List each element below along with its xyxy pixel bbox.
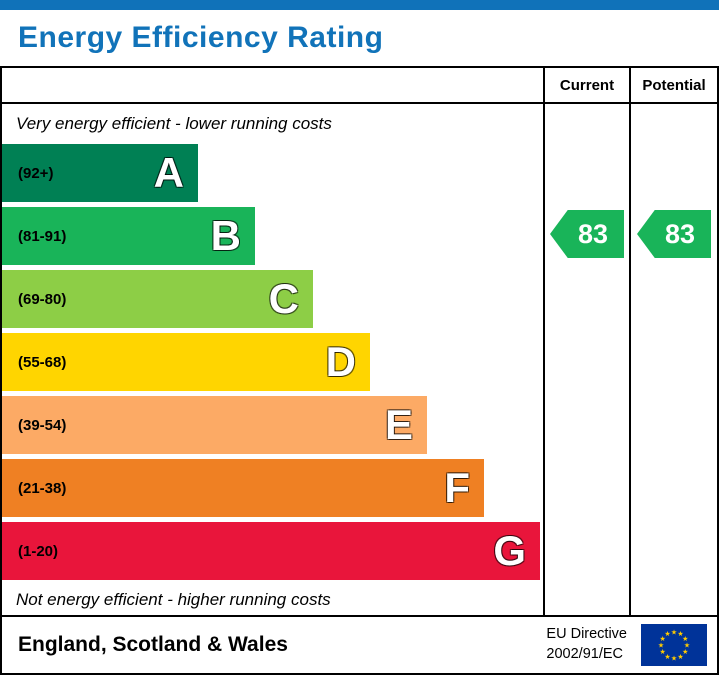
band-bar: (55-68) D xyxy=(2,333,370,391)
current-rating-arrow: 83 xyxy=(550,210,624,258)
header-blue-strip xyxy=(0,0,719,10)
page-title: Energy Efficiency Rating xyxy=(18,21,384,54)
rating-chart: Current Potential Very energy efficient … xyxy=(0,66,719,617)
potential-rating-value: 83 xyxy=(664,218,696,249)
header-title-wrap: Energy Efficiency Rating xyxy=(0,10,719,66)
svg-text:★: ★ xyxy=(682,648,688,656)
svg-text:★: ★ xyxy=(682,635,688,643)
svg-text:★: ★ xyxy=(664,630,670,638)
band-row: (81-91) B xyxy=(2,207,543,270)
band-letter: G xyxy=(493,527,526,574)
band-letter: F xyxy=(444,464,470,511)
band-range-label: (69-80) xyxy=(18,290,67,308)
footer-region-label: England, Scotland & Wales xyxy=(18,633,288,656)
band-range-label: (55-68) xyxy=(18,353,67,371)
svg-text:★: ★ xyxy=(660,635,666,643)
svg-text:★: ★ xyxy=(684,642,690,650)
band-bar: (21-38) F xyxy=(2,459,484,517)
current-column-header: Current xyxy=(543,68,629,102)
bottom-note: Not energy efficient - higher running co… xyxy=(16,590,331,609)
band-row: (55-68) D xyxy=(2,333,543,396)
bands: (92+) A (81-91) B (69-80) C (55-68) D (3… xyxy=(2,144,543,585)
band-row: (21-38) F xyxy=(2,459,543,522)
top-note: Very energy efficient - lower running co… xyxy=(16,114,332,133)
svg-text:★: ★ xyxy=(658,642,664,650)
potential-rating-column: 83 xyxy=(629,104,717,615)
potential-rating-arrow: 83 xyxy=(637,210,711,258)
band-range-label: (92+) xyxy=(18,164,54,182)
band-bar: (81-91) B xyxy=(2,207,255,265)
svg-text:★: ★ xyxy=(677,653,683,661)
band-bar: (69-80) C xyxy=(2,270,313,328)
band-row: (92+) A xyxy=(2,144,543,207)
current-rating-value: 83 xyxy=(577,218,609,249)
bands-column: Very energy efficient - lower running co… xyxy=(2,104,543,615)
chart-header-row: Current Potential xyxy=(2,68,717,104)
svg-text:★: ★ xyxy=(660,648,666,656)
eu-directive-line2: 2002/91/EC xyxy=(546,646,624,662)
band-range-label: (39-54) xyxy=(18,416,67,434)
potential-column-header: Potential xyxy=(629,68,717,102)
band-bar: (39-54) E xyxy=(2,396,427,454)
svg-text:★: ★ xyxy=(671,629,677,637)
band-range-label: (81-91) xyxy=(18,227,67,245)
chart-body: Very energy efficient - lower running co… xyxy=(2,104,717,615)
band-letter: B xyxy=(210,212,241,259)
band-row: (1-20) G xyxy=(2,522,543,585)
band-bar: (1-20) G xyxy=(2,522,540,580)
header: Energy Efficiency Rating xyxy=(0,0,719,66)
svg-text:★: ★ xyxy=(677,630,683,638)
band-letter: C xyxy=(268,275,299,322)
band-letter: D xyxy=(325,338,356,385)
svg-text:★: ★ xyxy=(671,655,677,663)
band-range-label: (21-38) xyxy=(18,479,67,497)
band-row: (69-80) C xyxy=(2,270,543,333)
footer: England, Scotland & Wales EU Directive 2… xyxy=(0,617,719,675)
eu-directive-line1: EU Directive xyxy=(546,626,627,643)
band-range-label: (1-20) xyxy=(18,542,59,560)
current-rating-column: 83 xyxy=(543,104,629,615)
chart-header-spacer xyxy=(2,68,543,102)
band-row: (39-54) E xyxy=(2,396,543,459)
eu-flag-icon: ★ ★ ★ ★ ★ ★ ★ ★ ★ ★ ★ ★ xyxy=(641,624,707,666)
svg-text:★: ★ xyxy=(664,653,670,661)
band-letter: E xyxy=(384,401,413,448)
band-bar: (92+) A xyxy=(2,144,198,202)
eu-directive-label: EU Directive 2002/91/EC xyxy=(546,625,627,664)
band-letter: A xyxy=(153,149,184,196)
